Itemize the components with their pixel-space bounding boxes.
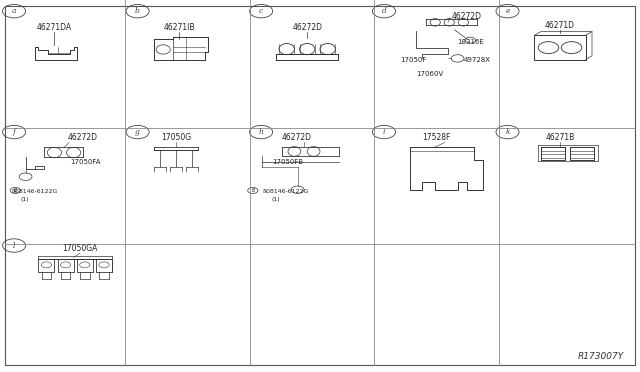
Text: i: i bbox=[383, 128, 385, 136]
Text: h: h bbox=[259, 128, 264, 136]
Text: c: c bbox=[259, 7, 263, 15]
Text: d: d bbox=[381, 7, 387, 15]
Text: k: k bbox=[505, 128, 510, 136]
Text: 46271D: 46271D bbox=[545, 21, 575, 30]
Text: a: a bbox=[12, 7, 17, 15]
Text: 17060V: 17060V bbox=[416, 71, 444, 77]
Text: 18316E: 18316E bbox=[458, 39, 484, 45]
Bar bbox=[534, 35, 586, 60]
Text: 49728X: 49728X bbox=[464, 57, 491, 62]
Text: 46272D: 46272D bbox=[67, 134, 97, 142]
Text: (1): (1) bbox=[20, 196, 29, 202]
Text: f: f bbox=[13, 128, 15, 136]
Text: ß08146-6122G: ß08146-6122G bbox=[12, 189, 58, 194]
Text: b: b bbox=[135, 7, 140, 15]
Text: 17050G: 17050G bbox=[161, 134, 191, 142]
Text: ß08146-6122G: ß08146-6122G bbox=[262, 189, 308, 194]
Text: 17050FA: 17050FA bbox=[70, 159, 101, 165]
Text: 46271B: 46271B bbox=[545, 134, 575, 142]
Text: e: e bbox=[505, 7, 510, 15]
Text: R173007Y: R173007Y bbox=[578, 352, 624, 361]
Text: B: B bbox=[251, 188, 255, 193]
Text: B: B bbox=[13, 188, 17, 193]
Text: 46272D: 46272D bbox=[292, 23, 322, 32]
Text: 17528F: 17528F bbox=[422, 134, 451, 142]
Text: 17050FB: 17050FB bbox=[272, 159, 303, 165]
Text: 46272D: 46272D bbox=[282, 134, 312, 142]
Text: (1): (1) bbox=[272, 196, 280, 202]
Text: 46272D: 46272D bbox=[451, 12, 481, 21]
Text: 46271DA: 46271DA bbox=[37, 23, 72, 32]
Text: g: g bbox=[135, 128, 140, 136]
Text: 17050F: 17050F bbox=[400, 57, 426, 62]
Text: l: l bbox=[13, 241, 15, 250]
Text: 46271IB: 46271IB bbox=[163, 23, 195, 32]
Text: 17050GA: 17050GA bbox=[62, 244, 98, 253]
